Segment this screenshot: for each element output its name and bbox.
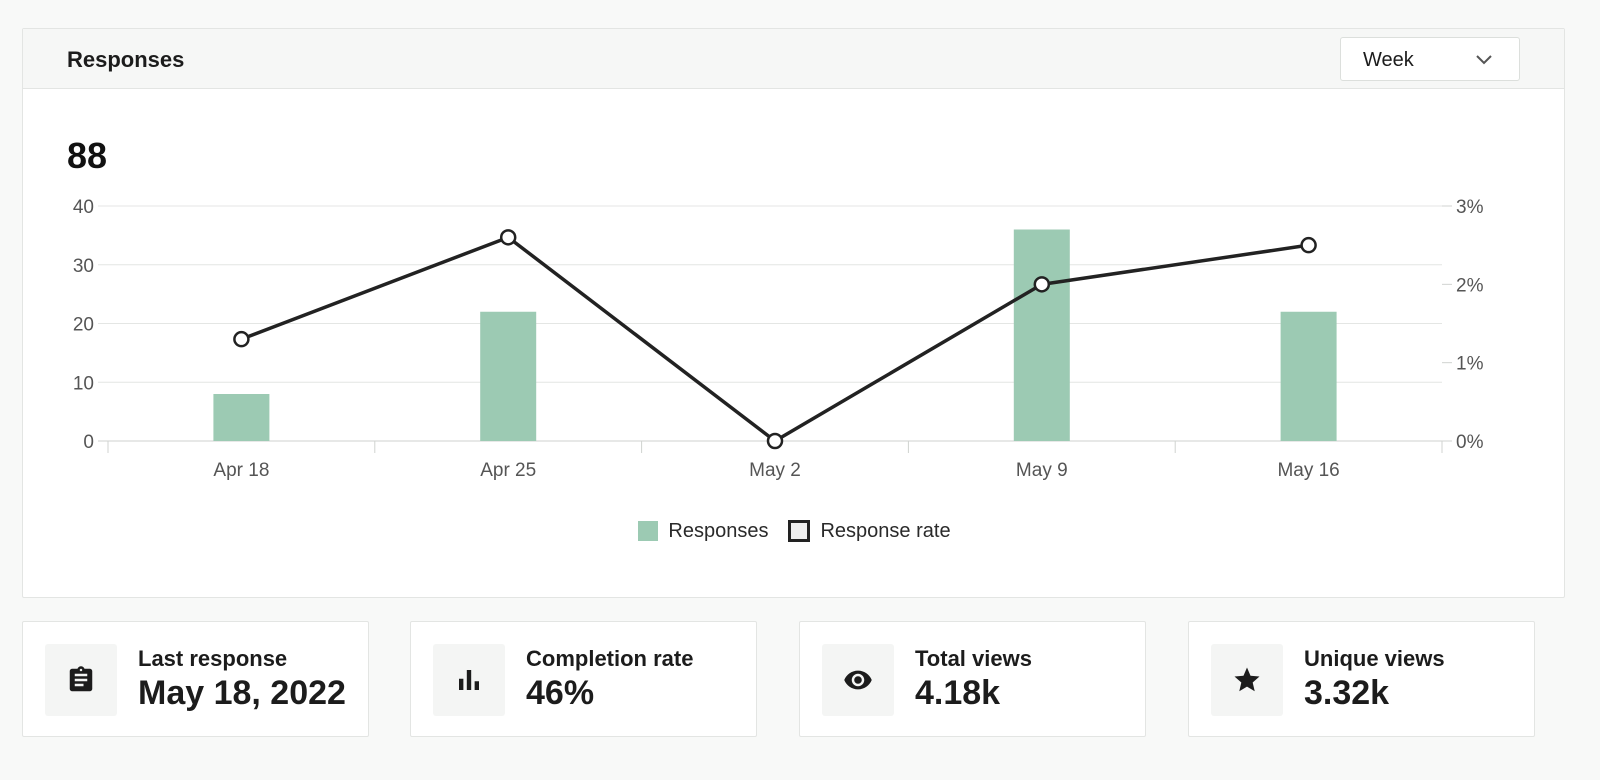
bar-chart-icon: [459, 670, 479, 690]
y-left-tick-label: 0: [83, 432, 94, 453]
stat-value: May 18, 2022: [138, 674, 346, 712]
point-response-rate: [1300, 236, 1317, 254]
stat-icon-box: [1211, 644, 1283, 716]
legend-label-response-rate: Response rate: [820, 519, 951, 542]
stat-label: Last response: [138, 646, 288, 671]
y-right-tick-label: 3%: [1456, 197, 1484, 218]
y-left-tick-label: 40: [73, 197, 94, 218]
stat-card-unique-views: Unique views 3.32k: [1188, 621, 1535, 737]
legend-swatch-response-rate: [788, 520, 811, 542]
line-response-rate: [240, 235, 1309, 443]
clipboard-icon: [69, 666, 93, 692]
stat-label: Completion rate: [526, 646, 694, 671]
legend-label-responses: Responses: [668, 519, 769, 542]
stat-icon-box: [433, 644, 505, 716]
legend-item-responses[interactable]: Responses: [638, 520, 768, 543]
y-left-tick-label: 10: [73, 373, 94, 394]
y-left-tick-label: 30: [73, 256, 94, 277]
chevron-down-icon: [1476, 55, 1492, 65]
point-response-rate: [499, 229, 517, 246]
stat-card-completion-rate: Completion rate 46%: [410, 621, 757, 737]
legend-swatch-responses: [638, 521, 659, 541]
point-response-rate: [766, 432, 784, 450]
point-response-rate: [1033, 276, 1051, 293]
bar-responses: [480, 311, 537, 441]
x-tick-label: May 2: [749, 460, 801, 481]
stat-icon-box: [45, 644, 117, 716]
bar-responses: [213, 394, 270, 441]
x-tick-label: May 9: [1016, 460, 1068, 481]
chart-legend: Responses Response rate: [23, 516, 1566, 546]
total-responses: 88: [67, 135, 108, 176]
stat-icon-box: [822, 644, 894, 716]
y-right-tick-label: 2%: [1456, 275, 1484, 296]
stat-label: Total views: [915, 646, 1032, 671]
responses-panel: Responses Week 88 0 10 20 30 40 0% 1% 2% 3% Apr 1…: [22, 28, 1565, 598]
responses-chart-svg: 0 10 20 30 40 0% 1% 2% 3% Apr 18 Apr 25 May 2 May 9 M…: [73, 197, 1484, 481]
legend-item-response-rate[interactable]: Response rate: [788, 519, 951, 543]
stat-label: Unique views: [1304, 646, 1445, 671]
bar-responses: [1013, 229, 1070, 441]
stat-card-total-views: Total views 4.18k: [799, 621, 1146, 737]
stats-row: Last response May 18, 2022 Completion ra…: [22, 621, 1565, 737]
y-right-tick-label: 1%: [1456, 354, 1484, 375]
y-left-tick-label: 20: [73, 315, 94, 336]
y-right-tick-label: 0%: [1456, 432, 1484, 453]
x-tick-label: Apr 18: [213, 460, 269, 481]
responses-chart: 0 10 20 30 40 0% 1% 2% 3% Apr 18 Apr 25 May 2 May 9 M…: [23, 189, 1566, 549]
stat-value: 3.32k: [1304, 674, 1390, 712]
stat-card-last-response: Last response May 18, 2022: [22, 621, 369, 737]
point-response-rate: [233, 330, 250, 348]
stat-value: 46%: [526, 674, 595, 712]
period-select-value: Week: [1363, 49, 1414, 71]
bar-responses: [1280, 311, 1337, 441]
x-tick-label: Apr 25: [480, 460, 536, 481]
eye-icon: [844, 670, 872, 690]
panel-header: Responses Week: [23, 29, 1564, 89]
star-icon: [1234, 667, 1260, 692]
panel-title: Responses: [67, 47, 185, 72]
x-tick-label: May 16: [1277, 460, 1339, 481]
period-select[interactable]: Week: [1340, 37, 1520, 81]
stat-value: 4.18k: [915, 674, 1001, 712]
